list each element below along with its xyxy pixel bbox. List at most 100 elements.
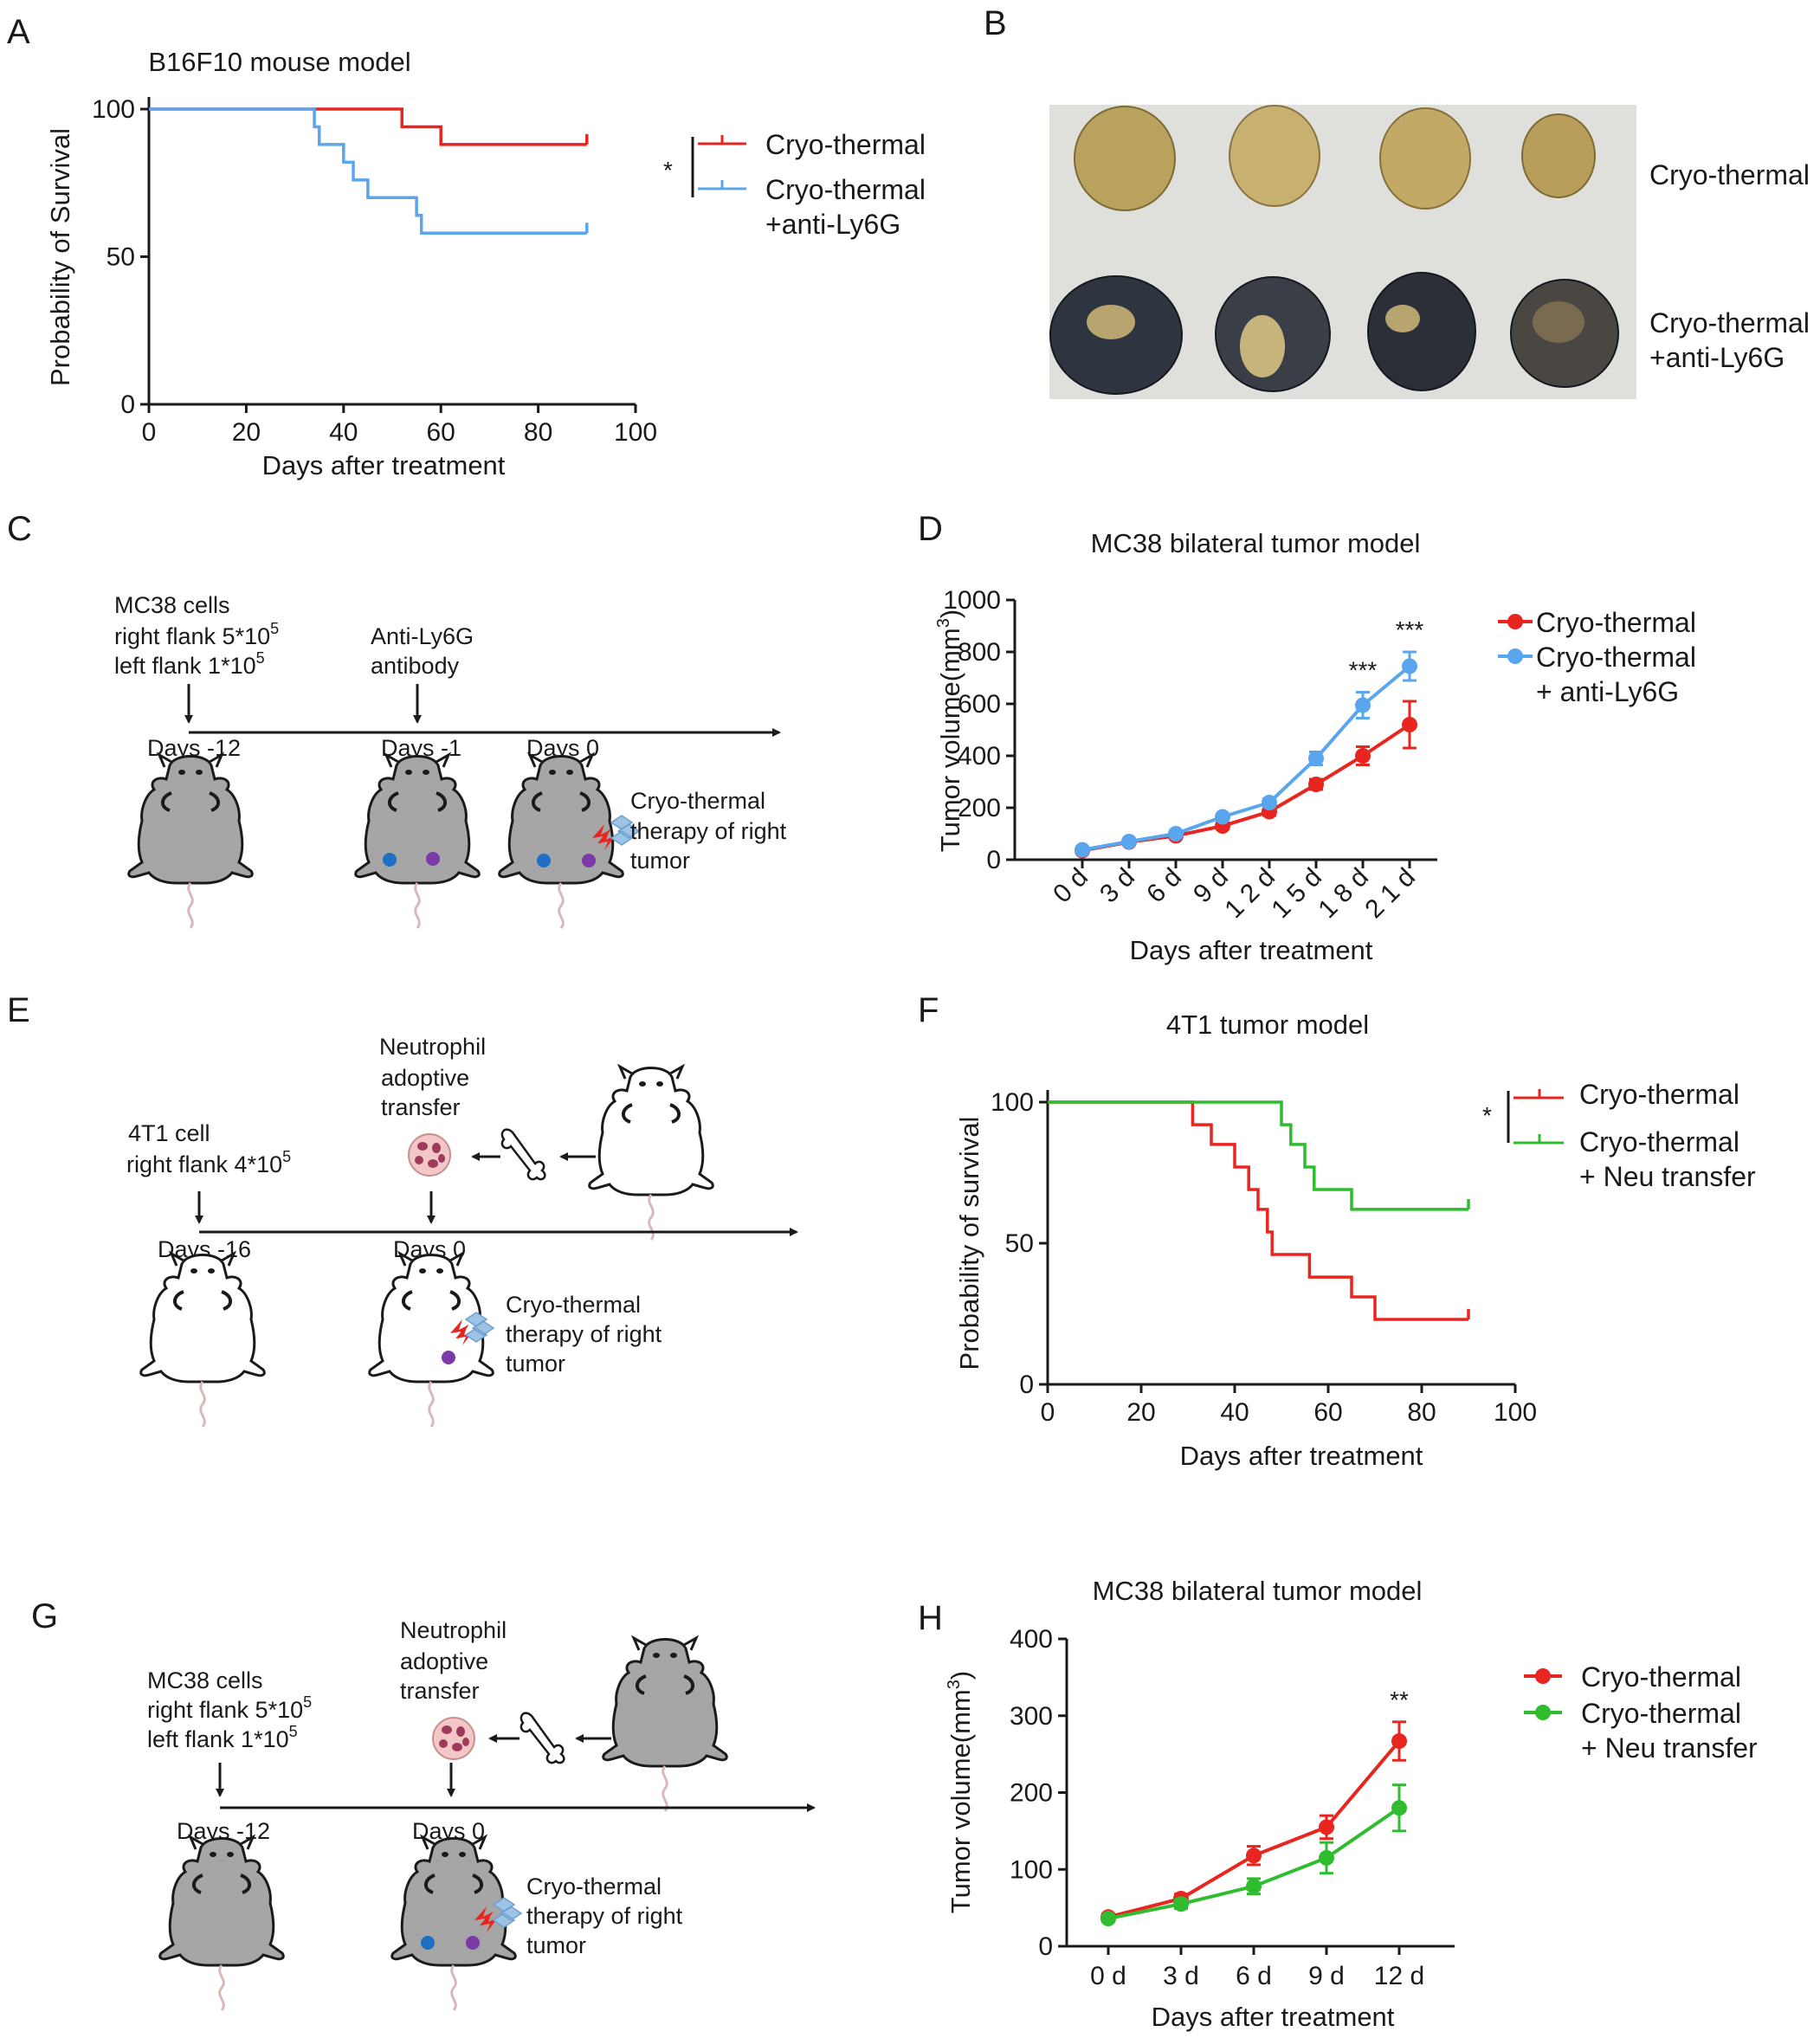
step-e-line2-exp: 5 — [282, 1148, 291, 1165]
x-tick-label-h: 0 d — [1090, 1962, 1126, 1990]
mouse-icon — [601, 1636, 729, 1768]
y-tick-label-d: 600 — [958, 690, 1001, 719]
x-axis-label-h: Days after treatment — [1152, 2002, 1395, 2032]
therapy-e-1: Cryo-thermal — [506, 1292, 641, 1318]
step-c-antibody-2: antibody — [371, 653, 460, 679]
panel-b: B Cryo-thermal Cryo-thermal +anti-Ly6G — [984, 4, 1810, 399]
mouse-tail-icon — [428, 1380, 435, 1429]
y-tick-label-a: 0 — [120, 390, 135, 419]
step-e-line2-text: right flank 4*10 — [126, 1151, 282, 1177]
x-tick-label-d: 1 2 d — [1219, 863, 1281, 925]
legend-d: Cryo-thermal Cryo-thermal + anti-Ly6G — [1498, 607, 1696, 707]
mouse-tail-icon — [414, 881, 421, 930]
axes-f: 0 20 40 60 80 100 0 50 100 — [991, 1088, 1537, 1427]
chart-title-d: MC38 bilateral tumor model — [1091, 528, 1421, 558]
therapy-g-2: therapy of right — [526, 1903, 683, 1929]
y-tick-label-a: 100 — [92, 95, 135, 124]
step-g-line3: left flank 1*105 — [147, 1723, 298, 1752]
tumor-dot-icon — [466, 1936, 480, 1950]
data-point-h — [1246, 1848, 1262, 1864]
lung-specimen — [1379, 107, 1471, 210]
panel-label-e: E — [7, 991, 30, 1029]
transfer-g-3: transfer — [400, 1678, 480, 1704]
plot-area-d: *** *** — [1075, 616, 1423, 859]
y-axis-label-d-exp: 3 — [934, 618, 953, 628]
x-axis-label-a: Days after treatment — [262, 450, 506, 480]
x-tick-label-d: 2 1 d — [1359, 863, 1421, 925]
y-tick-label-h: 0 — [1038, 1932, 1053, 1961]
panel-label-b: B — [984, 4, 1007, 42]
legend-label-d-blue-2: + anti-Ly6G — [1536, 676, 1679, 707]
step-c-line2-text: right flank 5*10 — [114, 623, 270, 649]
significance-d: *** — [1396, 616, 1424, 643]
lung-specimen-patch — [1240, 315, 1285, 377]
data-point-d — [1075, 842, 1090, 858]
y-axis-label-d-close: ) — [935, 609, 965, 618]
step-c-line2: right flank 5*105 — [114, 620, 279, 649]
step-e-line1: 4T1 cell — [128, 1120, 210, 1146]
y-tick-label-d: 200 — [958, 794, 1001, 822]
legend-marker-d-blue — [1507, 648, 1523, 664]
x-tick-label-h: 6 d — [1236, 1962, 1272, 1990]
x-tick-label-a: 80 — [524, 418, 552, 447]
mouse-icon — [158, 1835, 286, 1967]
panel-g: G Neutrophil adoptive transfer MC38 cell… — [31, 1597, 816, 2012]
panel-h: H MC38 bilateral tumor model 0 100 200 300 4… — [918, 1576, 1758, 2032]
panel-e: E Neutrophil adoptive transfer 4T1 cell … — [7, 991, 798, 1429]
legend-label-h-red: Cryo-thermal — [1581, 1661, 1741, 1693]
legend-f: * Cryo-thermal Cryo-thermal + Neu transf… — [1482, 1079, 1756, 1192]
mouse-tail-icon — [218, 1964, 225, 2012]
step-g-line3-text: left flank 1*10 — [147, 1726, 289, 1752]
legend-marker-d-red — [1507, 614, 1523, 629]
y-tick-label-h: 400 — [1010, 1625, 1053, 1654]
data-point-h — [1319, 1849, 1334, 1866]
legend-label-d-red: Cryo-thermal — [1536, 607, 1696, 638]
tumor-dot-icon — [383, 853, 397, 867]
transfer-e-2: adoptive — [381, 1065, 469, 1091]
row-label-antiLy6G-2: +anti-Ly6G — [1649, 342, 1785, 373]
x-tick-label-d: 1 8 d — [1313, 863, 1374, 925]
transfer-e-3: transfer — [381, 1094, 461, 1120]
lung-specimen — [1229, 105, 1320, 207]
y-axis-label-d-text: Tumor volume(mm — [935, 628, 965, 852]
neutrophil-cell-icon — [408, 1133, 451, 1177]
y-tick-label-h: 200 — [1010, 1779, 1053, 1808]
y-tick-label-d: 1000 — [943, 586, 1001, 615]
step-c-line3-text: left flank 1*10 — [114, 653, 256, 679]
therapy-c-1: Cryo-thermal — [630, 788, 765, 814]
step-c-antibody-1: Anti-Ly6G — [371, 623, 474, 649]
y-tick-label-d: 400 — [958, 742, 1001, 771]
x-tick-label-h: 3 d — [1163, 1962, 1199, 1990]
y-tick-label-f: 100 — [991, 1088, 1034, 1117]
step-c-line1: MC38 cells — [114, 592, 230, 618]
mouse-tail-icon — [450, 1964, 457, 2012]
tumor-dot-icon — [537, 854, 551, 867]
x-tick-label-a: 0 — [142, 418, 157, 447]
y-tick-label-d: 800 — [958, 638, 1001, 667]
panel-label-f: F — [918, 991, 939, 1029]
x-tick-label-a: 100 — [614, 418, 657, 447]
series-line-d-0 — [1081, 723, 1411, 853]
panel-f: F 4T1 tumor model 0 20 40 60 80 100 0 50 100 Day… — [918, 991, 1756, 1471]
plot-area-a — [149, 107, 589, 235]
significance-h: ** — [1390, 1687, 1409, 1713]
lung-specimen-patch — [1533, 301, 1584, 343]
x-tick-label-h: 12 d — [1374, 1962, 1424, 1990]
lung-specimen — [1521, 113, 1596, 198]
y-tick-label-a: 50 — [106, 243, 135, 272]
x-tick-label-f: 100 — [1494, 1398, 1537, 1427]
x-tick-label-d: 3 d — [1094, 863, 1140, 909]
step-c-line3: left flank 1*105 — [114, 649, 265, 679]
mouse-icon — [353, 753, 481, 885]
step-g-line2: right flank 5*105 — [147, 1693, 312, 1723]
transfer-e-1: Neutrophil — [379, 1034, 486, 1060]
lung-photo-row-antiLy6G — [1049, 272, 1619, 395]
x-tick-label-a: 60 — [427, 418, 455, 447]
data-point-d — [1121, 834, 1137, 849]
data-point-d — [1168, 826, 1184, 842]
plot-area-h: ** — [1100, 1687, 1409, 1927]
step-g-line2-exp: 5 — [303, 1693, 312, 1711]
mouse-icon — [390, 1835, 518, 1967]
chart-title-f: 4T1 tumor model — [1166, 1009, 1369, 1040]
